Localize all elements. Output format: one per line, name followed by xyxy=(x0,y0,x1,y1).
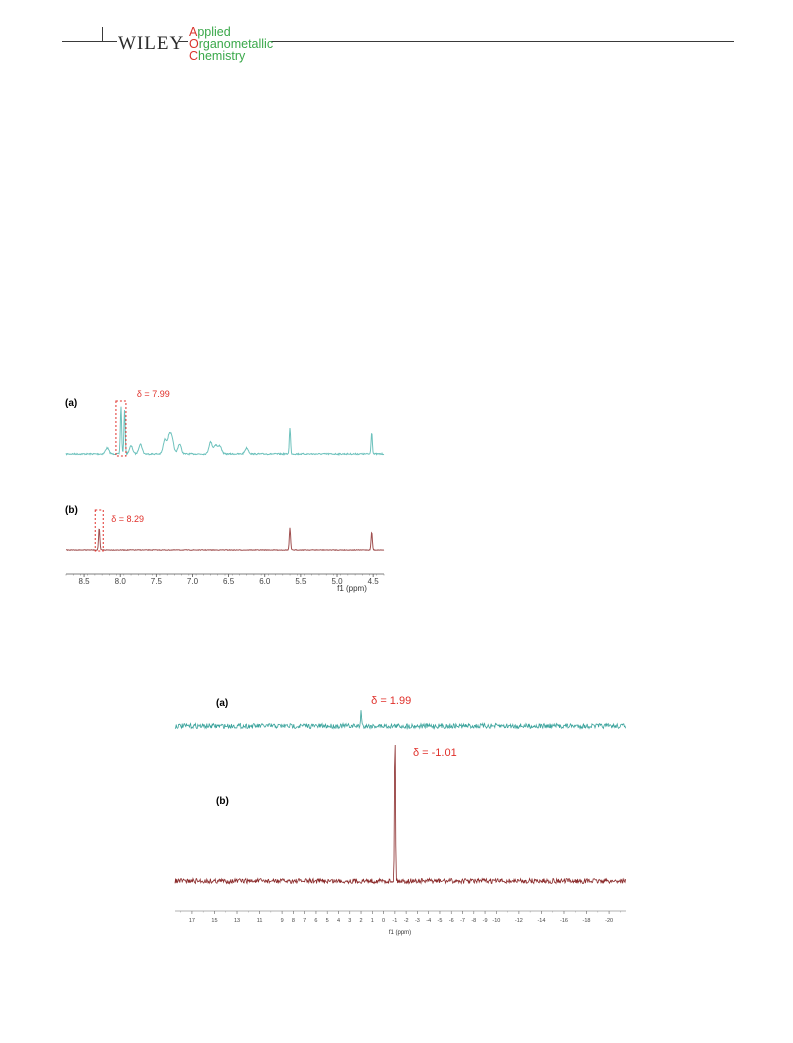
x-tick-label: 15 xyxy=(211,918,217,924)
x-tick-label: -10 xyxy=(492,918,500,924)
spectrum-trace-b xyxy=(65,527,385,552)
x-tick-label: 6.5 xyxy=(223,577,235,586)
x-tick-label: 6.0 xyxy=(259,577,271,586)
x-tick-label: 8 xyxy=(292,918,295,924)
x-tick-label: 5 xyxy=(326,918,329,924)
x-tick-label: -8 xyxy=(471,918,476,924)
x-tick-label: 1 xyxy=(371,918,374,924)
x-axis-ticks: 17 15 13 11 9 8 7 6 5 4 3 2 1 0 -1 -2 -3 -4 -5 -6 -7 -8 -9 -10 -… xyxy=(180,911,621,924)
delta-annotation-a: δ = 7.99 xyxy=(137,389,170,399)
publisher-logo: WILEY xyxy=(118,33,185,54)
nmr-figure-1: (a) (b) δ = 7.99 δ = 8.29 8.5 8.0 7.5 7.0 6.… xyxy=(65,389,385,593)
x-axis-ticks: 8.5 8.0 7.5 7.0 6.5 6.0 5.5 5.0 4.5 xyxy=(65,574,385,586)
delta-annotation-b: δ = 8.29 xyxy=(111,514,144,524)
x-tick-label: -20 xyxy=(605,918,613,924)
spectrum-trace-a xyxy=(65,406,385,457)
series-a-label: (a) xyxy=(216,698,228,709)
header-rule-left xyxy=(62,41,117,42)
x-tick-label: -12 xyxy=(515,918,523,924)
x-tick-label: 7.5 xyxy=(151,577,163,586)
x-tick-label: 17 xyxy=(189,918,195,924)
header-rule-mid xyxy=(178,41,188,42)
series-b-label: (b) xyxy=(216,796,229,807)
journal-name-line-3: Chemistry xyxy=(189,49,246,63)
x-tick-label: 4 xyxy=(337,918,340,924)
header-rule-right xyxy=(271,41,734,42)
x-tick-label: 13 xyxy=(234,918,240,924)
x-axis-label: f1 (ppm) xyxy=(389,930,411,936)
x-axis-label: f1 (ppm) xyxy=(337,584,367,593)
x-tick-label: 5.0 xyxy=(331,577,343,586)
x-tick-label: 5.5 xyxy=(295,577,307,586)
nmr-figure-2: (a) (b) δ = 1.99 δ = -1.01 17 15 13 11 9 8 7 6 5… xyxy=(174,695,626,936)
header-rule-tick xyxy=(102,27,103,41)
highlight-box-b xyxy=(94,509,104,552)
x-tick-label: -9 xyxy=(483,918,488,924)
x-tick-label: -2 xyxy=(404,918,409,924)
x-tick-label: 11 xyxy=(257,918,263,924)
x-tick-label: -18 xyxy=(583,918,591,924)
journal-name-line-2: Organometallic xyxy=(189,37,274,51)
x-tick-label: 0 xyxy=(382,918,385,924)
x-tick-label: 6 xyxy=(314,918,317,924)
x-tick-label: -16 xyxy=(560,918,568,924)
x-tick-label: -3 xyxy=(415,918,420,924)
x-tick-label: 7.0 xyxy=(187,577,199,586)
x-tick-label: 4.5 xyxy=(368,577,380,586)
x-tick-label: -6 xyxy=(449,918,454,924)
x-tick-label: -4 xyxy=(426,918,431,924)
x-tick-label: 8.0 xyxy=(115,577,127,586)
delta-annotation-b: δ = -1.01 xyxy=(413,747,457,759)
x-tick-label: -5 xyxy=(438,918,443,924)
x-tick-label: 7 xyxy=(303,918,306,924)
highlight-box-a xyxy=(115,400,127,457)
delta-annotation-a: δ = 1.99 xyxy=(371,695,411,707)
series-b-label: (b) xyxy=(65,505,78,516)
x-tick-label: 2 xyxy=(360,918,363,924)
x-tick-label: -7 xyxy=(460,918,465,924)
x-tick-label: 9 xyxy=(281,918,284,924)
journal-name-line-1: Applied xyxy=(189,25,231,39)
x-tick-label: -1 xyxy=(392,918,397,924)
spectrum-trace-b xyxy=(174,744,626,885)
x-tick-label: 8.5 xyxy=(79,577,91,586)
x-tick-label: -14 xyxy=(537,918,545,924)
x-tick-label: 3 xyxy=(348,918,351,924)
spectrum-trace-a xyxy=(174,710,626,730)
series-a-label: (a) xyxy=(65,398,77,409)
page-header: WILEY Applied Organometallic Chemistry xyxy=(0,0,793,70)
